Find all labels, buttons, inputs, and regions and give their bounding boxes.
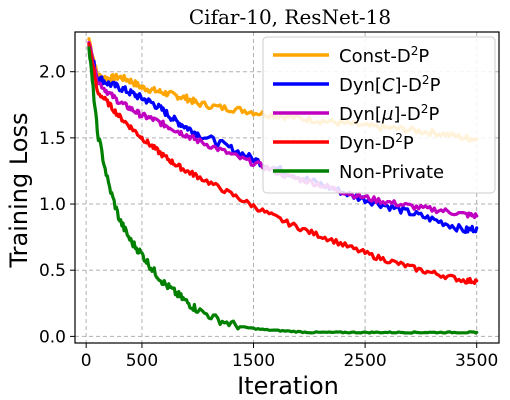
plot-frame	[74, 31, 500, 344]
x-tick-label: 0	[81, 351, 92, 371]
legend-label: Dyn[C]-D2P	[339, 73, 441, 96]
series-line-3	[87, 42, 479, 285]
x-tick-label: 3500	[455, 351, 498, 371]
y-tick-label: 0.5	[39, 261, 66, 281]
series-line-2	[87, 41, 479, 220]
series-lines	[87, 37, 479, 335]
x-tick-label: 1500	[232, 351, 275, 371]
x-tick-label: 500	[126, 351, 158, 371]
y-tick-label: 1.0	[39, 195, 66, 215]
y-tick-label: 2.0	[39, 63, 66, 83]
legend-box	[262, 36, 496, 194]
y-tick-label: 1.5	[39, 129, 66, 149]
y-tick-label: 0.0	[39, 327, 66, 347]
y-axis-label: Training Loss	[5, 113, 33, 269]
series-line-1	[87, 43, 479, 234]
series-line-4	[87, 46, 479, 335]
axis-ticks: 0 500 1500 2500 3500 0.0 0.5 1.0 1.5 2.0	[39, 63, 498, 371]
x-tick-label: 2500	[343, 351, 386, 371]
chart-title: Cifar-10, ResNet-18	[189, 5, 391, 29]
legend-label: Const-D2P	[339, 44, 429, 67]
x-axis-label: Iteration	[237, 372, 339, 400]
legend-label: Dyn[μ]-D2P	[339, 102, 439, 125]
legend-label: Non-Private	[339, 162, 444, 183]
legend: Const-D2P Dyn[C]-D2P Dyn[μ]-D2P Dyn-D2P Non-…	[262, 36, 496, 194]
legend-label: Dyn-D2P	[339, 131, 414, 154]
